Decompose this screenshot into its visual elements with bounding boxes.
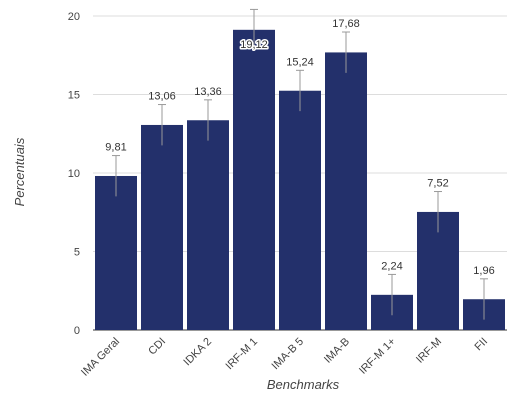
bar [187,120,229,330]
y-tick-label: 20 [68,11,80,23]
y-axis-label: Percentuais [12,137,27,206]
y-tick-label: 0 [74,325,80,337]
y-tick-label: 5 [74,247,80,259]
value-label: 13,06 [148,91,176,103]
value-label: 2,24 [381,260,402,272]
x-tick-label: FII [473,336,491,354]
value-label: 13,36 [194,86,222,98]
bar [141,124,183,330]
value-label: 9,81 [105,142,126,154]
x-axis-ticks: IMA Geral CDI IDKA 2 IRF-M 1 IMA-B 5 IMA-B IRF… [79,336,490,379]
x-tick-label: IMA-B [322,336,352,366]
x-tick-label: IMA Geral [79,336,122,379]
bars [95,29,505,331]
x-axis-label: Benchmarks [267,377,340,392]
value-label: 1,96 [473,265,494,277]
value-labels: 9,81 13,06 13,36 19,12 15,24 17,68 2,24 7,52 1,9… [105,18,494,277]
bar [233,29,275,330]
y-tick-label: 15 [68,90,80,102]
x-tick-label: IRF-M 1 [224,336,261,373]
y-axis-ticks: 0 5 10 15 20 [68,11,80,337]
x-tick-label: CDI [146,336,168,358]
value-label: 17,68 [332,18,360,30]
x-tick-label: IRF-M [414,336,444,366]
value-label: 15,24 [286,56,314,68]
value-label: 7,52 [427,178,448,190]
x-tick-label: IMA-B 5 [270,336,307,373]
bar [325,52,367,330]
value-label: 19,12 [240,39,268,51]
x-tick-label: IDKA 2 [181,336,214,369]
x-tick-label: IRF-M 1+ [357,336,398,377]
bar [279,90,321,331]
bar [95,175,137,330]
y-tick-label: 10 [68,168,80,180]
error-bars [112,8,488,320]
